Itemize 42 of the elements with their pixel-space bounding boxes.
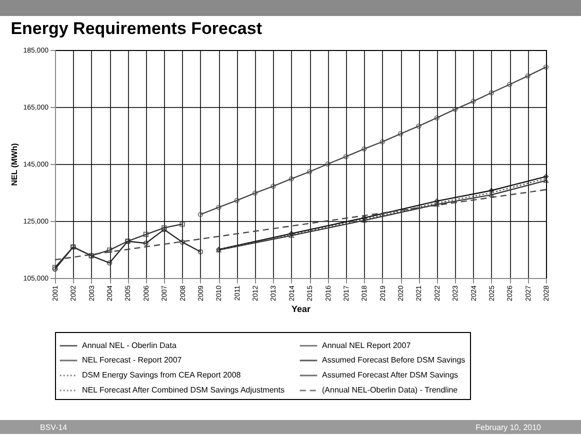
point — [288, 176, 294, 182]
point — [106, 247, 112, 253]
point — [416, 123, 422, 129]
point — [306, 169, 312, 174]
point — [143, 240, 149, 246]
legend-label: DSM Energy Savings from CEA Report 2008 — [82, 370, 242, 380]
point — [180, 222, 185, 227]
x-axis-title: Year — [291, 304, 311, 314]
point — [380, 139, 385, 144]
point — [325, 161, 330, 167]
point — [434, 115, 440, 120]
point — [362, 215, 367, 220]
point — [525, 73, 530, 79]
point — [343, 154, 349, 160]
point — [143, 232, 149, 238]
point — [180, 239, 185, 245]
point — [362, 146, 367, 152]
point — [270, 184, 276, 189]
legend-label: Annual NEL Report 2007 — [322, 340, 412, 350]
point — [470, 98, 476, 104]
legend-label: (Annual NEL-Oberlin Data) - Trendline — [322, 386, 458, 394]
point — [216, 204, 222, 210]
point — [452, 106, 458, 112]
legend-label: Assumed Forecast Before DSM Savings — [322, 356, 466, 364]
point — [543, 178, 549, 183]
legend-label: Assumed Forecast After DSM Savings — [322, 370, 458, 380]
point — [488, 90, 494, 96]
text: BSV-14 — [40, 422, 68, 432]
point — [507, 82, 512, 88]
point — [398, 131, 404, 136]
legend-label: Annual NEL - Oberlin Data — [82, 340, 177, 350]
point — [543, 174, 549, 180]
point — [252, 190, 258, 196]
chart-title: Energy Requirements Forecast — [10, 19, 262, 38]
text: February 10, 2010 — [476, 422, 541, 432]
y-axis-title: NEL (MWh) — [10, 142, 20, 186]
point — [488, 188, 494, 194]
legend-label: NEL Forecast - Report 2007 — [82, 356, 182, 364]
point — [434, 198, 440, 204]
point — [234, 198, 240, 204]
point — [106, 260, 112, 266]
legend-label: NEL Forecast After Combined DSM Savings Adjustments — [82, 386, 284, 394]
